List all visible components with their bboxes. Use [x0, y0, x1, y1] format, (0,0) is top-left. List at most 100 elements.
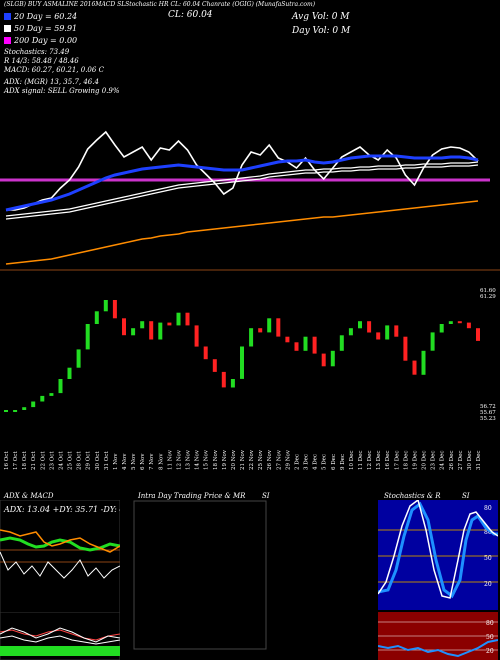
date-label: 14 Nov	[195, 449, 201, 470]
legend-200day-label: 200 Day = 0.00	[14, 36, 78, 45]
date-label: 11 Nov	[167, 449, 173, 470]
date-label: 19 Dec	[412, 451, 418, 471]
date-label: 11 Dec	[358, 451, 364, 471]
candle	[67, 367, 72, 379]
rsi-panel: 80 50 20	[378, 612, 498, 660]
date-label: 29 Nov	[285, 449, 291, 470]
series-line-close	[6, 130, 479, 211]
series-line-200-day	[5, 200, 479, 265]
date-label: 1 Nov	[113, 453, 119, 470]
candle	[22, 407, 27, 410]
date-label: 30 Dec	[467, 451, 473, 471]
date-label: 23 Oct	[49, 451, 55, 470]
legend-200day-swatch	[4, 37, 11, 44]
candle	[258, 328, 263, 333]
stoch-panel-title: Stochastics & R	[384, 492, 441, 500]
adx-panel: ADX: 13.04 +DY: 35.71 -DY: 46.43	[0, 500, 120, 615]
candle	[221, 371, 226, 388]
candle	[412, 360, 417, 375]
candle	[421, 350, 426, 375]
candle	[348, 328, 353, 336]
date-axis-labels: 16 Oct 17 Oct 18 Oct 21 Oct 22 Oct 23 Oct 24 O…	[4, 449, 482, 470]
candle	[149, 321, 154, 340]
candle	[49, 393, 54, 396]
date-label: 8 Nov	[158, 453, 164, 470]
date-label: 13 Dec	[376, 451, 382, 471]
candle	[31, 401, 36, 408]
candle	[439, 324, 444, 333]
candle	[403, 336, 408, 361]
date-label: 18 Nov	[213, 449, 219, 470]
candle	[13, 410, 18, 412]
candle	[294, 342, 299, 351]
candle	[303, 336, 308, 351]
candle	[312, 336, 317, 354]
date-label: 20 Nov	[231, 449, 237, 470]
price-axis-label: 56.72	[480, 404, 496, 410]
candle	[185, 312, 190, 326]
candle	[40, 395, 45, 402]
date-label: 19 Nov	[222, 449, 228, 470]
series-line-20-day	[5, 154, 479, 212]
adx-panel-readout: ADX: 13.04 +DY: 35.71 -DY: 46.43	[3, 505, 120, 514]
candle	[240, 346, 244, 379]
candle	[267, 318, 272, 333]
date-label: 24 Oct	[58, 451, 64, 470]
candle	[212, 359, 217, 372]
date-label: 27 Nov	[276, 449, 282, 470]
series-line-50-day-lower	[5, 164, 479, 220]
legend-20day: 20 Day = 60.24	[4, 12, 77, 21]
date-label: 22 Nov	[249, 449, 255, 470]
main-price-chart: 16 Oct 17 Oct 18 Oct 21 Oct 22 Oct 23 Oct 24 O…	[0, 130, 500, 470]
date-label: 3 Dec	[304, 454, 310, 470]
candle	[448, 321, 453, 324]
date-label: 17 Oct	[13, 451, 19, 470]
rsi-tick-80: 80	[486, 620, 494, 627]
candle	[358, 321, 362, 329]
legend-20day-swatch	[4, 13, 11, 20]
date-label: 6 Dec	[331, 454, 337, 470]
date-label: 21 Nov	[240, 449, 246, 470]
r-line-readout: R 14/3: 58.48 / 48.46	[4, 57, 79, 65]
date-label: 16 Dec	[385, 451, 391, 471]
candle	[385, 325, 390, 340]
candle	[76, 349, 81, 368]
date-label: 6 Nov	[140, 453, 146, 470]
avg-volume-label: Avg Vol: 0 M	[292, 12, 350, 22]
intraday-panel-title-2: SI	[262, 492, 270, 500]
date-label: 15 Nov	[204, 449, 210, 470]
rsi-line	[378, 639, 498, 658]
candle	[394, 325, 399, 337]
candle	[430, 332, 435, 351]
legend-50day-label: 50 Day = 59.91	[14, 24, 78, 33]
date-label: 13 Nov	[186, 449, 192, 470]
adx-signal-readout: ADX signal: SELL Growing 0.9%	[4, 87, 120, 95]
stoch-tick-80: 80	[484, 529, 492, 536]
close-price-label: CL: 60.04	[168, 10, 213, 20]
candle	[330, 350, 335, 367]
date-label: 20 Dec	[422, 451, 428, 471]
candle	[85, 324, 90, 350]
date-label: 28 Oct	[77, 451, 83, 470]
stochastics-panel: 80 80 50 20	[378, 500, 498, 610]
date-label: 16 Oct	[4, 451, 10, 470]
moving-average-lines	[0, 130, 500, 271]
candle	[203, 346, 208, 360]
candle	[376, 332, 381, 340]
candle	[94, 311, 99, 324]
date-label: 26 Nov	[267, 449, 273, 470]
intraday-panel-title: Intra Day Trading Price & MR	[138, 492, 246, 500]
macd-readout: MACD: 60.27, 60.21, 0.06 C	[4, 66, 104, 74]
date-label: 31 Dec	[476, 451, 482, 471]
rsi-tick-50: 50	[486, 634, 494, 641]
adx-readout: ADX: (MGR) 13, 35.7, 46.4	[4, 78, 99, 86]
price-axis-label: 55.23	[480, 416, 496, 422]
legend-50day-swatch	[4, 25, 11, 32]
date-label: 21 Oct	[31, 451, 37, 470]
stoch-tick-50: 50	[484, 555, 492, 562]
stochastics-readout: Stochastics: 73.49	[4, 48, 70, 56]
adx-green-line	[0, 536, 120, 552]
price-axis-label: 61.60	[480, 288, 496, 294]
candle	[476, 328, 480, 341]
